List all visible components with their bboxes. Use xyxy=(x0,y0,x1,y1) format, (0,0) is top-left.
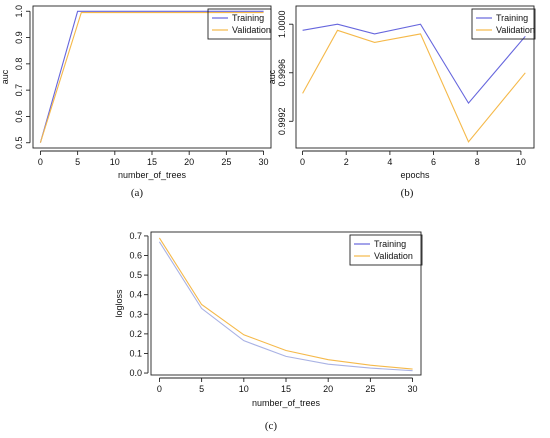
plot-frame xyxy=(295,5,535,149)
legend-label-training: Training xyxy=(232,13,264,23)
legend-label-training: Training xyxy=(374,239,406,249)
y-tick-label: 0.0 xyxy=(129,368,142,378)
x-tick-label: 20 xyxy=(184,157,194,167)
x-tick-label: 0 xyxy=(38,157,43,167)
y-tick-label: 0.1 xyxy=(129,348,142,358)
y-tick-label: 1.0000 xyxy=(277,10,287,38)
y-tick-label: 0.5 xyxy=(14,136,24,149)
caption-b: (b) xyxy=(401,187,414,199)
y-tick-label: 1.0 xyxy=(14,5,24,18)
series-line-validation xyxy=(302,29,526,143)
legend-box xyxy=(207,8,272,40)
plot-frame xyxy=(150,231,422,376)
panel-c-logloss-vs-trees: 0 5 10 15 20 25 30 0.0 0.1 0.2 0.3 0.4 0.5 0.6 0.7 numb… xyxy=(114,231,423,408)
legend-box xyxy=(471,8,536,40)
x-tick-label: 30 xyxy=(259,157,269,167)
x-axis-title: number_of_trees xyxy=(252,398,321,408)
x-tick-label: 0 xyxy=(300,157,305,167)
x-tick-label: 15 xyxy=(281,384,291,394)
y-axis-title: logloss xyxy=(114,289,124,318)
x-tick-label: 6 xyxy=(431,157,436,167)
legend-label-validation: Validation xyxy=(232,25,271,35)
x-axis-title: number_of_trees xyxy=(118,170,187,180)
legend-label-training: Training xyxy=(496,13,528,23)
x-tick-label: 4 xyxy=(387,157,392,167)
x-tick-label: 5 xyxy=(199,384,204,394)
y-tick-label: 0.5 xyxy=(129,270,142,280)
y-tick-label: 0.9 xyxy=(14,31,24,44)
plot-frame xyxy=(32,5,272,149)
y-tick-label: 0.6 xyxy=(129,251,142,261)
x-tick-label: 10 xyxy=(516,157,526,167)
series-line-validation xyxy=(39,12,264,143)
y-axis-title: auc xyxy=(267,69,277,84)
y-tick-label: 0.7 xyxy=(14,84,24,97)
y-tick-label: 0.3 xyxy=(129,309,142,319)
y-tick-label: 0.9996 xyxy=(277,59,287,87)
x-tick-label: 2 xyxy=(344,157,349,167)
caption-a: (a) xyxy=(131,187,144,199)
legend-label-validation: Validation xyxy=(374,251,413,261)
y-tick-label: 0.6 xyxy=(14,110,24,123)
series-line-validation xyxy=(158,237,413,370)
legend-label-validation: Validation xyxy=(496,25,535,35)
x-tick-label: 0 xyxy=(157,384,162,394)
x-tick-label: 5 xyxy=(75,157,80,167)
x-tick-label: 8 xyxy=(475,157,480,167)
x-tick-label: 25 xyxy=(365,384,375,394)
x-tick-label: 15 xyxy=(147,157,157,167)
x-tick-label: 25 xyxy=(221,157,231,167)
series-line-training xyxy=(158,241,413,372)
x-tick-label: 20 xyxy=(323,384,333,394)
y-tick-label: 0.8 xyxy=(14,58,24,71)
y-tick-label: 0.2 xyxy=(129,329,142,339)
x-tick-label: 30 xyxy=(408,384,418,394)
series-line-training xyxy=(39,10,264,143)
caption-c: (c) xyxy=(265,420,278,432)
y-tick-label: 0.7 xyxy=(129,231,142,241)
panel-a-auc-vs-trees: 0 5 10 15 20 25 30 0.5 0.6 0.7 0.8 0.9 1.0 number_of_… xyxy=(0,5,272,180)
series-line-training xyxy=(302,23,526,105)
y-tick-label: 0.9992 xyxy=(277,108,287,136)
x-tick-label: 10 xyxy=(110,157,120,167)
legend-box xyxy=(349,234,423,266)
panel-b-auc-vs-epochs: 0 2 4 6 8 10 0.9992 0.9996 1.0000 epochs auc Traini… xyxy=(267,5,536,180)
y-axis-title: auc xyxy=(0,69,10,84)
x-tick-label: 10 xyxy=(239,384,249,394)
y-tick-label: 0.4 xyxy=(129,290,142,300)
x-axis-title: epochs xyxy=(400,170,430,180)
